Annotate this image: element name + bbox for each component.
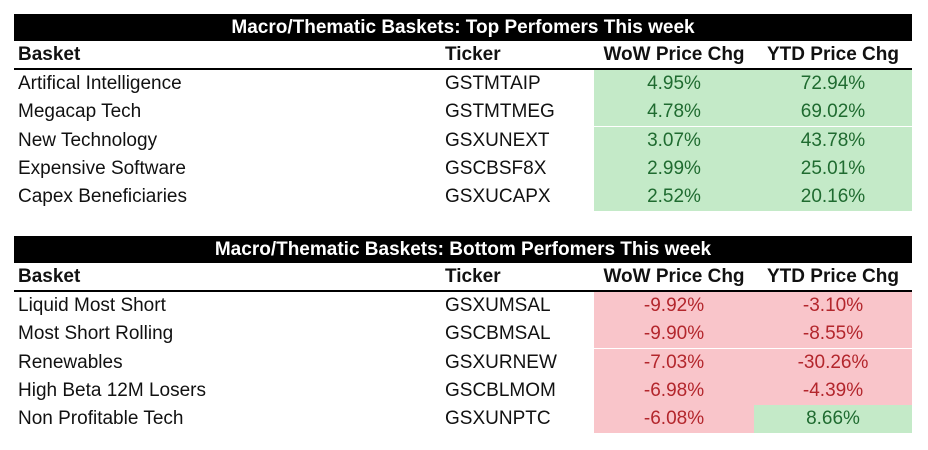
header-cell: Ticker bbox=[445, 44, 501, 65]
header-cell: WoW Price Chg bbox=[603, 44, 745, 65]
basket-cell: Capex Beneficiaries bbox=[18, 186, 187, 208]
table-row: Capex Beneficiaries GSXUCAPX 2.52% 20.16% bbox=[14, 183, 912, 212]
header-cell: YTD Price Chg bbox=[767, 44, 899, 65]
table-row: Non Profitable Tech GSXUNPTC -6.08% 8.66% bbox=[14, 405, 912, 434]
table-row: Most Short Rolling GSCBMSAL -9.90% -8.55% bbox=[14, 320, 912, 349]
table-row: Artifical Intelligence GSTMTAIP 4.95% 72.94… bbox=[14, 70, 912, 98]
change-cell: -3.10% bbox=[754, 292, 912, 320]
ticker-cell: GSTMTMEG bbox=[445, 101, 555, 123]
table-title: Macro/Thematic Baskets: Top Perfomers Th… bbox=[14, 14, 912, 41]
table-title: Macro/Thematic Baskets: Bottom Perfomers… bbox=[14, 236, 912, 263]
header-row: Basket Ticker WoW Price Chg YTD Price Chg bbox=[14, 41, 912, 70]
header-cell: WoW Price Chg bbox=[603, 266, 745, 287]
change-cell: -4.39% bbox=[754, 376, 912, 405]
change-cell: 25.01% bbox=[754, 154, 912, 183]
table-row: Megacap Tech GSTMTMEG 4.78% 69.02% bbox=[14, 98, 912, 127]
change-cell: 4.95% bbox=[594, 70, 754, 98]
ticker-cell: GSXUNPTC bbox=[445, 408, 551, 430]
basket-cell: Artifical Intelligence bbox=[18, 73, 182, 94]
ticker-cell: GSXUNEXT bbox=[445, 129, 550, 151]
basket-cell: Expensive Software bbox=[18, 157, 186, 179]
header-cell: Ticker bbox=[445, 266, 501, 287]
basket-cell: Renewables bbox=[18, 351, 123, 373]
header-cell: Basket bbox=[18, 266, 81, 287]
ticker-cell: GSCBMSAL bbox=[445, 323, 551, 345]
header-row: Basket Ticker WoW Price Chg YTD Price Chg bbox=[14, 263, 912, 292]
ticker-cell: GSCBLMOM bbox=[445, 379, 556, 401]
change-cell: -30.26% bbox=[754, 348, 912, 377]
change-cell: 2.99% bbox=[594, 154, 754, 183]
table-row: Renewables GSXURNEW -7.03% -30.26% bbox=[14, 348, 912, 377]
change-cell: 3.07% bbox=[594, 126, 754, 155]
change-cell: -9.90% bbox=[594, 320, 754, 349]
basket-cell: New Technology bbox=[18, 129, 158, 151]
basket-cell: Liquid Most Short bbox=[18, 295, 166, 316]
change-cell: 8.66% bbox=[754, 405, 912, 434]
basket-cell: Most Short Rolling bbox=[18, 323, 174, 345]
ticker-cell: GSXUCAPX bbox=[445, 186, 551, 208]
basket-cell: High Beta 12M Losers bbox=[18, 379, 206, 401]
basket-cell: Megacap Tech bbox=[18, 101, 142, 123]
change-cell: -9.92% bbox=[594, 292, 754, 320]
change-cell: 43.78% bbox=[754, 126, 912, 155]
basket-cell: Non Profitable Tech bbox=[18, 408, 184, 430]
change-cell: 4.78% bbox=[594, 98, 754, 127]
change-cell: 20.16% bbox=[754, 183, 912, 212]
change-cell: -6.98% bbox=[594, 376, 754, 405]
header-cell: YTD Price Chg bbox=[767, 266, 899, 287]
table-row: Liquid Most Short GSXUMSAL -9.92% -3.10% bbox=[14, 292, 912, 320]
ticker-cell: GSXUMSAL bbox=[445, 295, 551, 316]
change-cell: 2.52% bbox=[594, 183, 754, 212]
change-cell: 69.02% bbox=[754, 98, 912, 127]
change-cell: -6.08% bbox=[594, 405, 754, 434]
table-row: Expensive Software GSCBSF8X 2.99% 25.01% bbox=[14, 154, 912, 183]
table-row: New Technology GSXUNEXT 3.07% 43.78% bbox=[14, 126, 912, 155]
ticker-cell: GSTMTAIP bbox=[445, 73, 541, 94]
change-cell: -7.03% bbox=[594, 348, 754, 377]
ticker-cell: GSXURNEW bbox=[445, 351, 557, 373]
change-cell: -8.55% bbox=[754, 320, 912, 349]
table-row: High Beta 12M Losers GSCBLMOM -6.98% -4.39% bbox=[14, 376, 912, 405]
change-cell: 72.94% bbox=[754, 70, 912, 98]
header-cell: Basket bbox=[18, 44, 81, 65]
ticker-cell: GSCBSF8X bbox=[445, 157, 547, 179]
